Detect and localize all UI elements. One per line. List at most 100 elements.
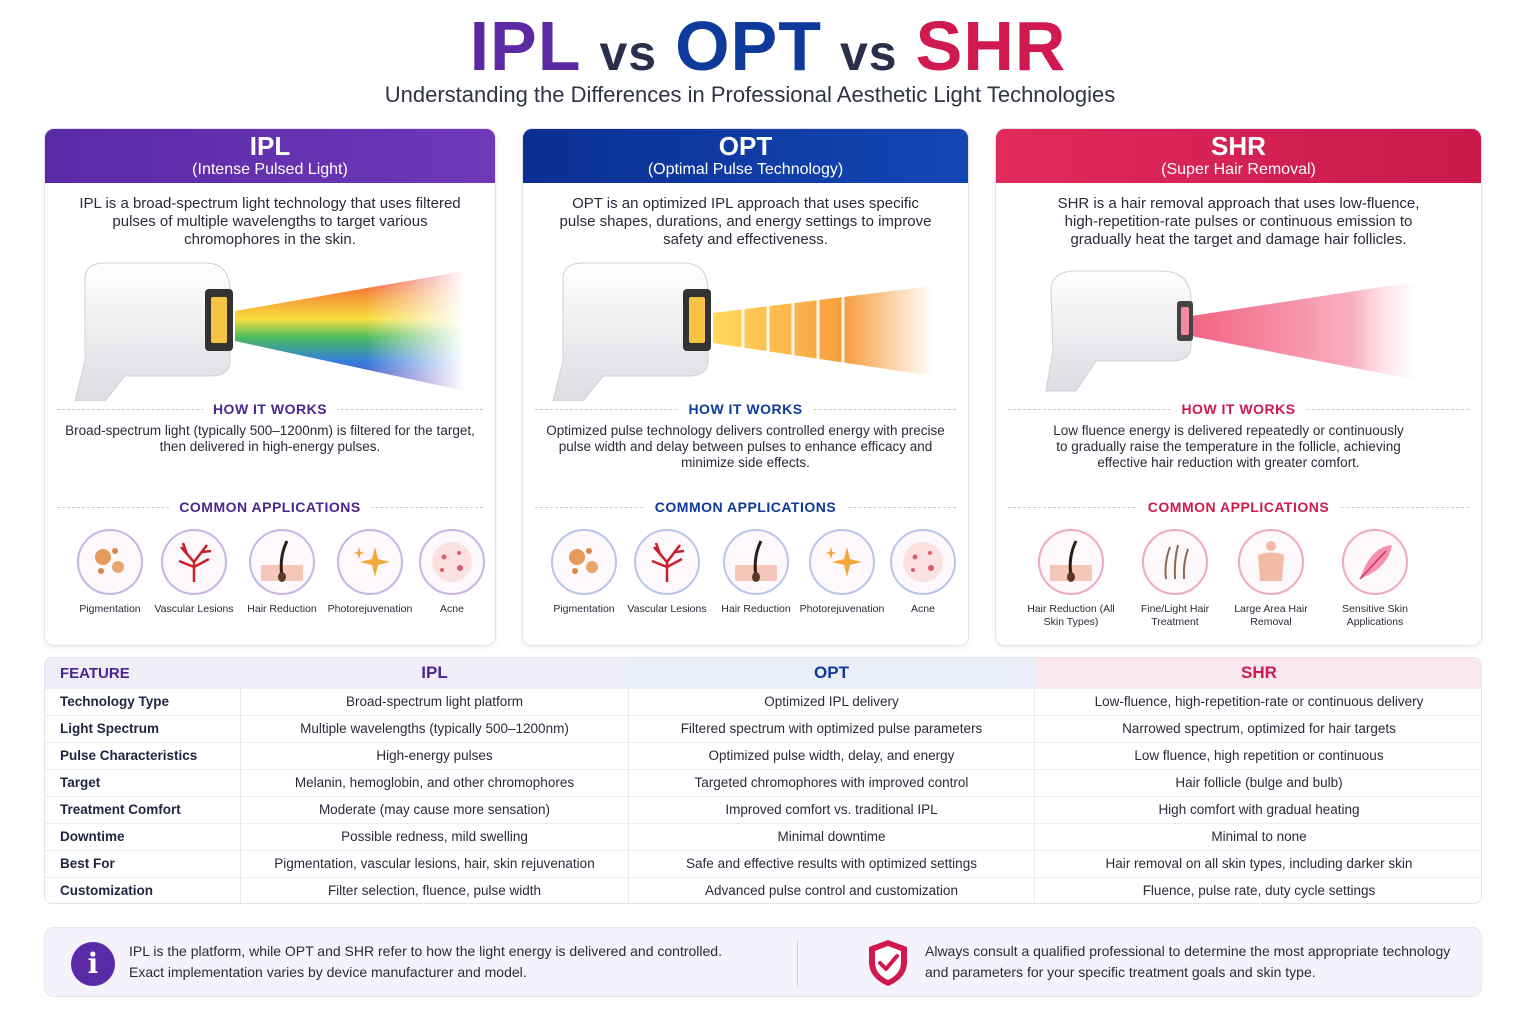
application-pigmentation: Pigmentation (539, 529, 629, 616)
shr-cell: Hair follicle (bulge and bulb) (1175, 775, 1343, 791)
feature-cell: Best For (45, 851, 241, 877)
applications-list: Pigmentation Vascular Lesions Hair Reduc… (55, 529, 485, 639)
header-opt: OPT (629, 658, 1035, 688)
application-pigmentation: Pigmentation (65, 529, 155, 616)
ipl-cell: Pigmentation, vascular lesions, hair, sk… (241, 851, 629, 877)
feature-cell: Downtime (45, 824, 241, 850)
applications-list: Pigmentation Vascular Lesions Hair Reduc… (533, 529, 958, 639)
shr-cell: Fluence, pulse rate, duty cycle settings (1142, 883, 1376, 899)
shr-device-illustration (1045, 270, 1421, 392)
card-description: SHR is a hair removal approach that uses… (1057, 195, 1420, 248)
acne-face-icon (419, 529, 485, 595)
feather-icon (1342, 529, 1408, 595)
fine-hair-icon (1142, 529, 1208, 595)
header-shr: SHR (1035, 658, 1481, 688)
table-row: Treatment Comfort Moderate (may cause mo… (45, 796, 1481, 823)
application-label: Sensitive Skin Applications (1342, 603, 1408, 628)
opt-cell: Targeted chromophores with improved cont… (629, 770, 1035, 796)
comparison-table: FEATURE IPL OPT SHR Technology Type Broa… (44, 657, 1482, 904)
title-vs: vs (599, 25, 658, 81)
application-photorejuvenation: Photorejuvenation (797, 529, 887, 616)
card-header: SHR (Super Hair Removal) (996, 129, 1481, 183)
ipl-cell: Moderate (may cause more sensation) (241, 797, 629, 823)
table-row: Customization Filter selection, fluence,… (45, 877, 1481, 903)
application-acne: Acne (878, 529, 968, 616)
table-row: Target Melanin, hemoglobin, and other ch… (45, 769, 1481, 796)
card-subtitle: (Optimal Pulse Technology) (647, 161, 844, 178)
shr-cell: Low fluence, high repetition or continuo… (1134, 748, 1384, 764)
card-title: OPT (718, 131, 773, 161)
feature-cell: Light Spectrum (45, 716, 241, 742)
feature-cell: Pulse Characteristics (45, 743, 241, 769)
hair-follicle-icon (1038, 529, 1104, 595)
application-label: Pigmentation (553, 603, 615, 615)
sparkle-icon (809, 529, 875, 595)
application-label: Pigmentation (79, 603, 141, 615)
how-it-works-text: Optimized pulse technology delivers cont… (546, 423, 945, 470)
table-header-row: FEATURE IPL OPT SHR (45, 658, 1481, 688)
application-sensitive-skin: Sensitive Skin Applications (1330, 529, 1420, 629)
opt-cell: Safe and effective results with optimize… (629, 851, 1035, 877)
card-title: SHR (1211, 131, 1266, 161)
applications-list: Hair Reduction (All Skin Types) Fine/Lig… (1006, 529, 1471, 639)
table-row: Light Spectrum Multiple wavelengths (typ… (45, 715, 1481, 742)
applications-heading: COMMON APPLICATIONS (1008, 499, 1469, 515)
applications-heading: COMMON APPLICATIONS (57, 499, 483, 515)
card-title: IPL (249, 131, 291, 161)
application-fine-hair: Fine/Light Hair Treatment (1130, 529, 1220, 629)
hair-follicle-icon (249, 529, 315, 595)
vascular-lesions-icon (161, 529, 227, 595)
title-vs: vs (840, 25, 898, 81)
page-title: IPL vs OPT vs SHR (0, 6, 1536, 93)
shr-cell: High comfort with gradual heating (1158, 802, 1360, 818)
ipl-device-illustration (74, 262, 465, 401)
info-icon: i (71, 942, 115, 986)
applications-heading: COMMON APPLICATIONS (535, 499, 956, 515)
table-row: Technology Type Broad-spectrum light pla… (45, 688, 1481, 715)
pigmentation-icon (77, 529, 143, 595)
card-header: OPT (Optimal Pulse Technology) (523, 129, 968, 183)
card-description: OPT is an optimized IPL approach that us… (559, 195, 932, 248)
opt-cell: Filtered spectrum with optimized pulse p… (629, 716, 1035, 742)
page-subtitle: Understanding the Differences in Profess… (384, 82, 1116, 107)
opt-cell: Optimized pulse width, delay, and energy (629, 743, 1035, 769)
application-vascular: Vascular Lesions (622, 529, 712, 616)
opt-cell: Improved comfort vs. traditional IPL (629, 797, 1035, 823)
title-ipl: IPL (469, 7, 582, 85)
shr-cell: Hair removal on all skin types, includin… (1105, 856, 1413, 872)
shr-cell: Low-fluence, high-repetition-rate or con… (1094, 694, 1424, 710)
card-subtitle: (Intense Pulsed Light) (192, 161, 348, 178)
card-subtitle: (Super Hair Removal) (1161, 161, 1316, 178)
application-hair: Hair Reduction (237, 529, 327, 616)
application-hair-reduction-all: Hair Reduction (All Skin Types) (1026, 529, 1116, 629)
feature-cell: Customization (45, 878, 241, 903)
table-row: Downtime Possible redness, mild swelling… (45, 823, 1481, 850)
card-description: IPL is a broad-spectrum light technology… (79, 195, 461, 248)
shr-cell: Narrowed spectrum, optimized for hair ta… (1122, 721, 1396, 737)
application-hair: Hair Reduction (711, 529, 801, 616)
vascular-lesions-icon (634, 529, 700, 595)
opt-device-illustration (552, 262, 933, 401)
shield-check-icon (869, 940, 907, 986)
card-ipl: IPL (Intense Pulsed Light) IPL is a broa… (44, 128, 496, 646)
footer-divider (797, 940, 798, 986)
feature-cell: Target (45, 770, 241, 796)
application-label: Acne (440, 603, 464, 615)
application-label: Acne (911, 603, 935, 615)
application-large-area: Large Area Hair Removal (1226, 529, 1316, 629)
header-feature: FEATURE (45, 658, 241, 688)
ipl-cell: Broad-spectrum light platform (241, 689, 629, 715)
pigmentation-icon (551, 529, 617, 595)
ipl-cell: Melanin, hemoglobin, and other chromopho… (241, 770, 629, 796)
feature-cell: Technology Type (45, 689, 241, 715)
footer-note: i IPL is the platform, while OPT and SHR… (44, 927, 1482, 997)
ipl-cell: Filter selection, fluence, pulse width (241, 878, 629, 903)
application-acne: Acne (407, 529, 495, 616)
how-it-works-heading: HOW IT WORKS (1008, 401, 1469, 417)
how-it-works-heading: HOW IT WORKS (57, 401, 483, 417)
acne-face-icon (890, 529, 956, 595)
header-ipl: IPL (241, 658, 629, 688)
application-label: Photorejuvenation (799, 603, 885, 615)
how-it-works-text: Broad-spectrum light (typically 500–1200… (65, 423, 475, 454)
hair-follicle-icon (723, 529, 789, 595)
